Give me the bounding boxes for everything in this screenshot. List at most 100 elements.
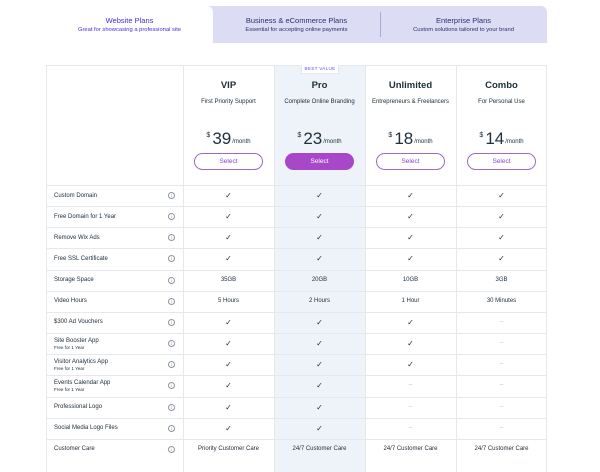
not-included-dash: – [499, 318, 504, 325]
feature-note: Free for 1 Year [54, 365, 85, 371]
info-icon[interactable]: i [168, 192, 175, 199]
plan-name: VIP [220, 80, 237, 91]
feature-label: Customer Care [54, 439, 95, 460]
best-value-badge: BEST VALUE [301, 65, 339, 74]
checkmark-icon: ✓ [498, 233, 505, 243]
price-currency: $ [206, 132, 211, 139]
tab-enterprise-plans[interactable]: Enterprise Plans Custom solutions tailor… [380, 6, 547, 43]
feature-row-free-ssl-certificate: Free SSL Certificate i ✓ ✓ ✓ ✓ [46, 248, 547, 269]
feature-label: Storage Space [54, 270, 94, 291]
feature-label: Visitor Analytics App Free for 1 Year [54, 354, 108, 375]
checkmark-icon: ✓ [225, 191, 232, 200]
feature-name: Video Hours [54, 298, 87, 305]
select-vip-button[interactable]: Select [194, 153, 263, 170]
checkmark-icon: ✓ [316, 317, 323, 327]
checkmark-icon: ✓ [316, 339, 323, 349]
checkmark-icon: ✓ [225, 423, 232, 433]
price-currency: $ [479, 132, 484, 139]
row-divider [46, 333, 547, 335]
feature-label: Remove Wix Ads [54, 227, 100, 248]
checkmark-icon: ✓ [316, 212, 323, 222]
row-divider [46, 206, 547, 208]
feature-value: 35GB [220, 276, 237, 283]
row-divider [46, 227, 547, 229]
checkmark-icon: ✓ [407, 191, 414, 200]
feature-name: Remove Wix Ads [54, 234, 100, 241]
feature-name: Free SSL Certificate [54, 255, 108, 262]
checkmark-icon: ✓ [407, 317, 414, 327]
column-divider [183, 65, 184, 472]
select-pro-button[interactable]: Select [285, 153, 354, 170]
tab-title: Website Plans [105, 15, 154, 25]
info-icon[interactable]: i [168, 424, 175, 432]
feature-value: 24/7 Customer Care [474, 445, 529, 452]
feature-value: 5 Hours [217, 297, 239, 304]
info-icon[interactable]: i [168, 234, 175, 242]
tab-divider [380, 12, 381, 37]
feature-name: Events Calendar App [54, 379, 111, 386]
info-icon[interactable]: i [168, 318, 175, 326]
checkmark-icon: ✓ [316, 381, 323, 391]
tab-subtitle: Essential for accepting online payments [245, 26, 348, 33]
feature-value: 1 Hour [401, 297, 420, 304]
feature-label: Events Calendar App Free for 1 Year [54, 375, 110, 396]
info-icon[interactable]: i [168, 403, 175, 411]
checkmark-icon: ✓ [407, 254, 414, 264]
row-divider [46, 269, 547, 271]
info-icon[interactable]: i [168, 361, 175, 369]
feature-label: Free SSL Certificate [54, 248, 108, 269]
select-unlimited-button[interactable]: Select [376, 153, 445, 170]
checkmark-icon: ✓ [316, 254, 323, 264]
plans-comparison-table: BEST VALUE VIP First Priority Support $ … [46, 65, 547, 472]
info-icon[interactable]: i [168, 297, 175, 305]
feature-value: 24/7 Customer Care [292, 445, 347, 452]
info-icon[interactable]: i [168, 255, 175, 263]
feature-name: Customer Care [54, 446, 95, 453]
feature-value: 3GB [495, 276, 508, 283]
feature-row-customer-care: Customer Care i Priority Customer Care 24/7… [46, 439, 547, 460]
checkmark-icon: ✓ [316, 360, 323, 370]
feature-name: Storage Space [54, 277, 94, 284]
checkmark-icon: ✓ [316, 402, 323, 412]
plan-price: $ 14 /month [456, 130, 547, 148]
feature-row-storage-space: Storage Space i 35GB 20GB 10GB 3GB [46, 270, 547, 291]
checkmark-icon: ✓ [498, 254, 505, 264]
price-amount: 14 [485, 129, 505, 148]
feature-value: 24/7 Customer Care [383, 445, 438, 452]
feature-row-free-domain-for-1-year: Free Domain for 1 Year i ✓ ✓ ✓ ✓ [46, 206, 547, 227]
checkmark-icon: ✓ [498, 212, 505, 222]
plan-description: Entrepreneurs & Freelancers [371, 99, 450, 105]
feature-value: 20GB [311, 276, 328, 283]
feature-label: Video Hours [54, 291, 87, 312]
row-divider [46, 248, 547, 250]
info-icon[interactable]: i [168, 340, 175, 348]
info-icon[interactable]: i [168, 445, 175, 453]
feature-row-remove-wix-ads: Remove Wix Ads i ✓ ✓ ✓ ✓ [46, 227, 547, 248]
plan-unlimited: Unlimited Entrepreneurs & Freelancers $ … [365, 65, 456, 185]
checkmark-icon: ✓ [316, 423, 323, 433]
feature-value: 30 Minutes [486, 297, 517, 304]
plan-description: For Personal Use [478, 99, 525, 105]
checkmark-icon: ✓ [316, 233, 323, 243]
plan-combo: Combo For Personal Use $ 14 /month Selec… [456, 65, 547, 185]
plan-price: $ 39 /month [183, 130, 274, 148]
feature-label: $300 Ad Vouchers [54, 312, 103, 333]
feature-name: Site Booster App [54, 337, 99, 344]
not-included-dash: – [408, 424, 413, 431]
plan-name: Pro [311, 80, 328, 91]
feature-row-custom-domain: Custom Domain i ✓ ✓ ✓ ✓ [46, 185, 547, 206]
plan-description: Complete Online Branding [284, 99, 355, 105]
tab-title: Business & eCommerce Plans [245, 15, 348, 25]
feature-value: Priority Customer Care [197, 445, 259, 452]
feature-row-professional-logo: Professional Logo i ✓ ✓ – – [46, 397, 547, 418]
tab-business-ecommerce-plans[interactable]: Business & eCommerce Plans Essential for… [213, 6, 380, 43]
info-icon[interactable]: i [168, 276, 175, 284]
info-icon[interactable]: i [168, 382, 175, 390]
feature-row-events-calendar-app: Events Calendar App Free for 1 Year i ✓ ✓ – – [46, 375, 547, 396]
feature-row-300-ad-vouchers: $300 Ad Vouchers i ✓ ✓ ✓ – [46, 312, 547, 333]
tab-title: Enterprise Plans [435, 15, 492, 25]
tab-website-plans[interactable]: Website Plans Great for showcasing a pro… [46, 6, 213, 43]
plan-pro: Pro Complete Online Branding $ 23 /month… [274, 65, 365, 185]
select-combo-button[interactable]: Select [467, 153, 536, 170]
info-icon[interactable]: i [168, 213, 175, 221]
